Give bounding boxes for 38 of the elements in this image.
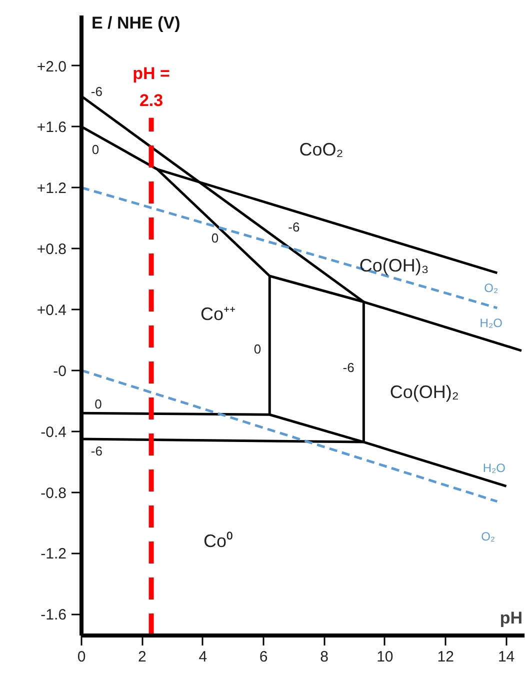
y-tick-label: -0.8 <box>40 484 67 502</box>
annotation: -6 <box>90 444 102 459</box>
annotation: -6 <box>342 360 354 375</box>
y-tick-label: -0 <box>53 362 67 380</box>
x-axis-title: pH <box>500 608 523 628</box>
y-tick-label: +0.8 <box>36 241 67 258</box>
y-tick-label: -1.6 <box>40 606 67 624</box>
x-tick-label: 8 <box>320 648 328 666</box>
annotation: Co(OH)₂ <box>390 382 459 402</box>
annotation: Co(OH)₃ <box>359 255 429 276</box>
annotation: -6 <box>288 220 300 235</box>
annotation: CoO₂ <box>299 140 344 160</box>
annotation: O₂ <box>481 529 496 544</box>
annotation: 0 <box>254 342 262 357</box>
annotation: O₂ <box>484 281 498 296</box>
annotation: Co⁰ <box>204 531 233 552</box>
y-tick-label: +2.0 <box>36 58 67 76</box>
annotation: 0 <box>94 396 102 412</box>
x-tick-label: 2 <box>138 648 146 666</box>
annotation: 0 <box>92 142 100 158</box>
y-tick-label: +0.4 <box>36 302 67 320</box>
x-tick-label: 10 <box>376 648 394 666</box>
x-tick-label: 4 <box>198 648 208 666</box>
annotation: -6 <box>90 84 102 100</box>
annotation: Co⁺⁺ <box>200 304 236 324</box>
y-tick-label: -1.2 <box>40 546 67 563</box>
y-tick-label: -0.4 <box>40 424 67 441</box>
x-tick-label: 6 <box>259 648 268 666</box>
y-axis-title: E / NHE (V) <box>92 14 180 32</box>
annotation: H₂O <box>480 316 502 330</box>
annotation: H₂O <box>482 460 506 475</box>
y-tick-label: +1.2 <box>36 180 67 198</box>
x-tick-label: 0 <box>77 648 86 666</box>
x-tick-label: 12 <box>437 648 454 666</box>
annotation: 0 <box>211 230 219 246</box>
y-tick-label: +1.6 <box>36 119 67 136</box>
x-tick-label: 14 <box>498 648 515 666</box>
ref-line-label: pH = 2.3 <box>132 64 170 110</box>
